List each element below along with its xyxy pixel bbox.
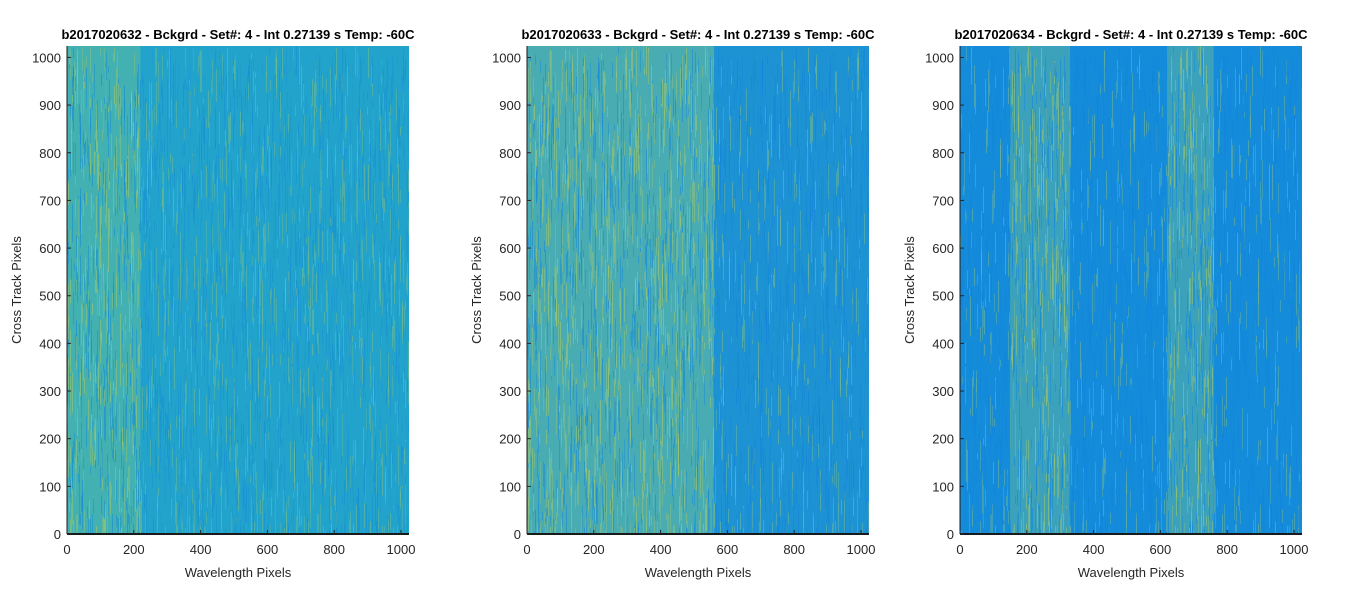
- x-tick-label: 400: [190, 542, 212, 557]
- y-tick-label: 1000: [492, 50, 521, 65]
- x-axis-label: Wavelength Pixels: [185, 565, 292, 580]
- x-tick-label: 0: [523, 542, 530, 557]
- y-tick-label: 1000: [925, 50, 954, 65]
- y-tick-label: 100: [499, 479, 521, 494]
- y-tick-label: 400: [932, 336, 954, 351]
- y-tick-label: 600: [39, 241, 61, 256]
- heatmap-image: [67, 46, 409, 574]
- y-tick-label: 700: [499, 193, 521, 208]
- x-axis-label: Wavelength Pixels: [645, 565, 752, 580]
- x-tick-label: 1000: [847, 542, 876, 557]
- y-tick-label: 500: [932, 289, 954, 304]
- y-tick-label: 200: [932, 432, 954, 447]
- x-axis-label: Wavelength Pixels: [1078, 565, 1185, 580]
- x-tick-label: 0: [956, 542, 963, 557]
- x-tick-label: 600: [257, 542, 279, 557]
- x-tick-label: 200: [1016, 542, 1038, 557]
- y-tick-label: 0: [54, 527, 61, 542]
- y-axis-label: Cross Track Pixels: [9, 236, 24, 344]
- x-tick-label: 800: [783, 542, 805, 557]
- y-tick-label: 900: [499, 98, 521, 113]
- y-tick-label: 300: [39, 384, 61, 399]
- y-tick-label: 600: [932, 241, 954, 256]
- y-tick-label: 800: [932, 146, 954, 161]
- chart-title: b2017020632 - Bckgrd - Set#: 4 - Int 0.2…: [61, 27, 415, 42]
- y-tick-label: 900: [932, 98, 954, 113]
- y-axis-label: Cross Track Pixels: [902, 236, 917, 344]
- y-tick-label: 0: [947, 527, 954, 542]
- y-tick-label: 200: [499, 432, 521, 447]
- panel-2: 0 200 400 600 800 1000 0 100 200 300 400 500 600 700 8…: [469, 27, 875, 580]
- y-tick-label: 900: [39, 98, 61, 113]
- panel-1: 0 200 400 600 800 1000 0 100 200 300 400 500 600 700 8…: [9, 27, 415, 580]
- chart-title: b2017020634 - Bckgrd - Set#: 4 - Int 0.2…: [954, 27, 1308, 42]
- y-tick-label: 300: [499, 384, 521, 399]
- y-tick-label: 500: [39, 289, 61, 304]
- y-tick-label: 300: [932, 384, 954, 399]
- y-tick-label: 700: [39, 193, 61, 208]
- y-tick-label: 200: [39, 432, 61, 447]
- y-tick-label: 800: [39, 146, 61, 161]
- heatmap-image: [960, 46, 1302, 574]
- x-tick-label: 600: [717, 542, 739, 557]
- y-tick-label: 100: [932, 479, 954, 494]
- x-tick-label: 600: [1150, 542, 1172, 557]
- y-tick-label: 700: [932, 193, 954, 208]
- x-tick-label: 200: [583, 542, 605, 557]
- x-tick-label: 1000: [1280, 542, 1309, 557]
- x-tick-label: 1000: [387, 542, 416, 557]
- chart-title: b2017020633 - Bckgrd - Set#: 4 - Int 0.2…: [521, 27, 875, 42]
- x-tick-label: 400: [1083, 542, 1105, 557]
- y-axis-label: Cross Track Pixels: [469, 236, 484, 344]
- y-tick-label: 800: [499, 146, 521, 161]
- x-tick-label: 800: [1216, 542, 1238, 557]
- y-tick-label: 600: [499, 241, 521, 256]
- y-tick-label: 0: [514, 527, 521, 542]
- x-tick-label: 200: [123, 542, 145, 557]
- y-tick-label: 100: [39, 479, 61, 494]
- x-tick-label: 800: [323, 542, 345, 557]
- y-tick-label: 1000: [32, 50, 61, 65]
- heatmap-image: [527, 46, 869, 574]
- y-tick-label: 400: [499, 336, 521, 351]
- y-tick-label: 500: [499, 289, 521, 304]
- y-tick-label: 400: [39, 336, 61, 351]
- panel-3: 0 200 400 600 800 1000 0 100 200 300 400 500 600 700 8…: [902, 27, 1308, 580]
- x-tick-label: 400: [650, 542, 672, 557]
- x-tick-label: 0: [63, 542, 70, 557]
